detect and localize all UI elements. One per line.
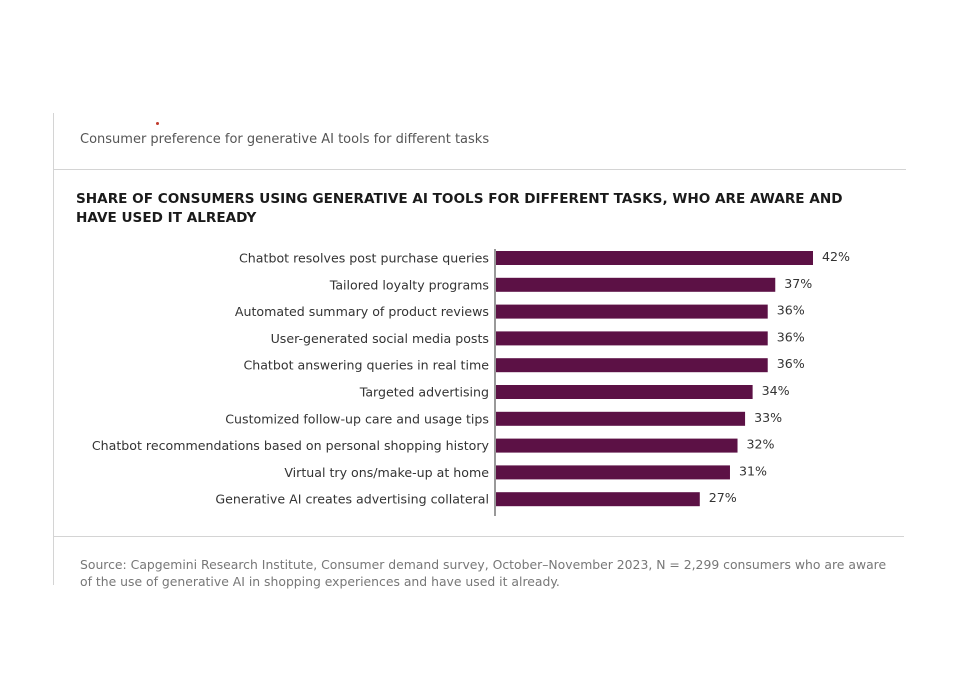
bar [496, 331, 768, 346]
bar [496, 385, 753, 399]
value-label: 36% [777, 303, 805, 318]
value-label: 33% [754, 410, 782, 425]
left-rule [53, 113, 54, 585]
bar [496, 492, 700, 507]
category-label: Chatbot answering queries in real time [243, 358, 489, 373]
value-label: 34% [762, 383, 790, 398]
bar [496, 277, 776, 292]
category-label: Generative AI creates advertising collat… [215, 492, 489, 507]
category-label: User-generated social media posts [271, 331, 489, 346]
bar [496, 465, 730, 480]
value-label: 36% [777, 329, 805, 344]
page-subtitle: Consumer preference for generative AI to… [80, 132, 490, 147]
bar [496, 251, 813, 265]
value-label: 32% [747, 437, 775, 452]
bar [496, 304, 768, 319]
category-label: Customized follow-up care and usage tips [225, 411, 489, 426]
chart-title: SHARE OF CONSUMERS USING GENERATIVE AI T… [76, 191, 843, 226]
bar [496, 438, 738, 453]
category-label: Automated summary of product reviews [235, 304, 489, 319]
category-label: Tailored loyalty programs [329, 277, 489, 292]
bottom-divider [53, 536, 904, 537]
category-label: Virtual try ons/make-up at home [284, 465, 489, 480]
category-label: Targeted advertising [359, 385, 489, 400]
value-label: 42% [822, 249, 850, 264]
top-divider [53, 169, 906, 170]
source-note: Source: Capgemini Research Institute, Co… [80, 557, 887, 589]
value-label: 27% [709, 490, 737, 505]
bar [496, 358, 768, 373]
value-label: 37% [784, 276, 812, 291]
category-label: Chatbot resolves post purchase queries [239, 251, 489, 266]
value-label: 31% [739, 463, 767, 478]
category-label: Chatbot recommendations based on persona… [92, 438, 490, 453]
value-label: 36% [777, 356, 805, 371]
accent-dot [156, 122, 159, 125]
bar [496, 411, 746, 426]
